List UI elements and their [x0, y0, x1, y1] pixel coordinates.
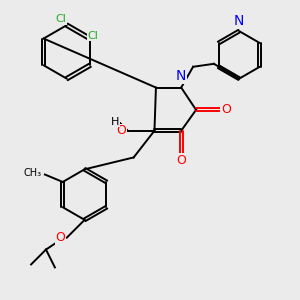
Text: CH₃: CH₃ — [24, 168, 42, 178]
Text: Cl: Cl — [56, 14, 66, 24]
Text: O: O — [176, 154, 186, 167]
Text: O: O — [116, 124, 126, 137]
Text: O: O — [56, 231, 65, 244]
Text: N: N — [176, 69, 186, 83]
Text: N: N — [234, 14, 244, 28]
Text: Cl: Cl — [88, 31, 98, 40]
Text: O: O — [221, 103, 231, 116]
Text: H: H — [111, 117, 119, 127]
